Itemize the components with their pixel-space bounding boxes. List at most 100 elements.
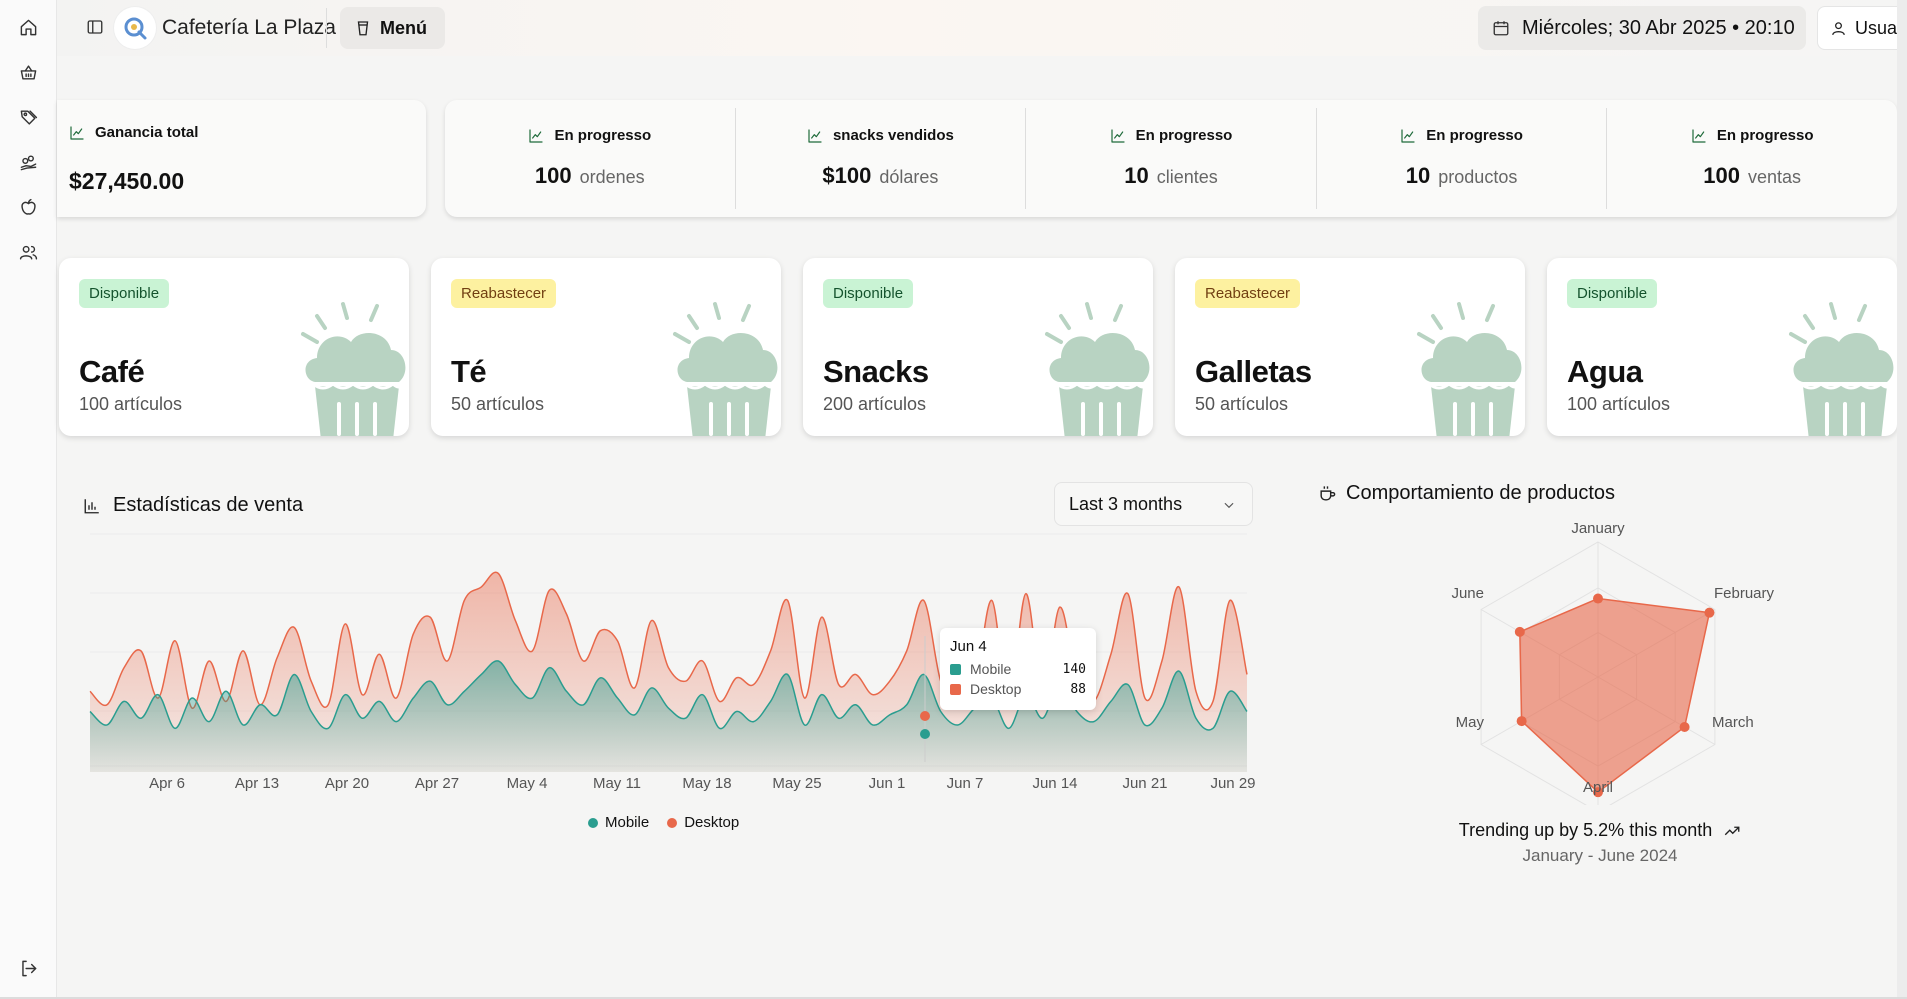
stat-sales: En progresso 100 ventas (1607, 108, 1897, 209)
stat-label: En progresso (1426, 127, 1523, 144)
chart-icon (808, 128, 822, 143)
apple-icon[interactable] (16, 195, 40, 219)
x-tick-label: Apr 20 (325, 775, 369, 792)
status-badge: Disponible (823, 279, 914, 308)
radar-point (1593, 787, 1603, 798)
basket-icon[interactable] (16, 60, 40, 84)
product-count: 200 artículos (823, 394, 927, 414)
product-card-agua[interactable]: Disponible Agua 100 artículos (1547, 258, 1897, 436)
chart-icon (1401, 128, 1415, 143)
product-card-te[interactable]: Reabastecer Té 50 artículos (431, 258, 781, 436)
product-name: Agua (1567, 354, 1643, 389)
product-count: 50 artículos (1195, 394, 1289, 414)
chart-tooltip: Jun 4 Mobile 140 Desktop 88 (940, 628, 1096, 710)
radar-title-text: Comportamiento de productos (1346, 482, 1616, 504)
datetime-display: Miércoles; 30 Abr 2025 • 20:10 (1478, 6, 1806, 50)
status-badge: Disponible (1567, 279, 1658, 308)
product-name: Galletas (1195, 354, 1312, 389)
stat-number: 100 (534, 163, 572, 188)
user-menu-button[interactable]: Usuario 1 (1817, 6, 1907, 50)
legend-item-desktop[interactable]: Desktop (667, 814, 739, 831)
logout-icon[interactable] (16, 956, 40, 980)
hand-coins-icon[interactable] (16, 150, 40, 174)
radar-axis-label: June (1451, 585, 1484, 602)
stat-label: En progresso (554, 127, 652, 144)
total-earnings-label: Ganancia total (95, 124, 199, 141)
status-badge: Disponible (79, 279, 170, 308)
legend-mobile-label: Mobile (605, 814, 650, 831)
x-tick-label: May 4 (507, 775, 548, 792)
window-frame-right (1897, 0, 1907, 999)
stat-unit: dólares (879, 167, 939, 187)
stat-unit: productos (1438, 167, 1518, 187)
product-name: Café (79, 354, 145, 389)
desktop-swatch (950, 683, 961, 695)
tooltip-date: Jun 4 (950, 638, 987, 655)
tooltip-mobile-label: Mobile (970, 661, 1012, 677)
trend-period: January - June 2024 (1522, 846, 1678, 865)
x-tick-label: May 25 (772, 775, 821, 792)
total-earnings-card: Ganancia total $27,450.00 (57, 100, 426, 217)
stat-products: En progresso 10 productos (1317, 108, 1608, 209)
cupcake-icon (1789, 302, 1894, 436)
stat-number: $100 (822, 163, 872, 188)
x-tick-label: Apr 6 (149, 775, 185, 792)
datetime-text: Miércoles; 30 Abr 2025 • 20:10 (1522, 16, 1795, 39)
radar-point (1704, 607, 1715, 618)
x-tick-label: May 11 (593, 775, 641, 792)
product-card-galletas[interactable]: Reabastecer Galletas 50 artículos (1175, 258, 1525, 436)
legend-desktop-label: Desktop (684, 814, 740, 831)
range-select[interactable]: Last 3 months (1054, 482, 1253, 526)
users-icon[interactable] (16, 240, 40, 264)
desktop-hover-point (920, 711, 930, 721)
window-frame-bottom (0, 997, 1907, 999)
panel-toggle-icon[interactable] (84, 16, 106, 38)
stat-orders: En progresso 100 ordenes (445, 108, 736, 209)
header-divider (326, 8, 327, 48)
calendar-icon (1493, 21, 1509, 36)
radar-axis-label: January (1571, 520, 1625, 537)
tags-icon[interactable] (16, 105, 40, 129)
stat-label: snacks vendidos (832, 127, 954, 144)
status-badge: Reabastecer (1195, 279, 1301, 308)
product-count: 50 artículos (451, 394, 545, 414)
coffee-icon (1320, 486, 1336, 501)
mobile-hover-point (920, 729, 930, 739)
chart-legend: Mobile Desktop (588, 814, 739, 831)
app-name: Cafetería La Plaza (162, 16, 336, 39)
legend-item-mobile[interactable]: Mobile (588, 814, 649, 831)
menu-button[interactable]: Menú (340, 7, 445, 49)
chart-icon (70, 125, 84, 140)
x-tick-label: May 18 (682, 775, 731, 792)
product-card-snacks[interactable]: Disponible Snacks 200 artículos (803, 258, 1153, 436)
radar-axis-label: April (1583, 779, 1613, 796)
stat-number: 100 (1703, 163, 1740, 188)
radar-chart-title: Comportamiento de productos (1318, 482, 1615, 505)
home-icon[interactable] (16, 15, 40, 39)
tooltip-desktop-label: Desktop (970, 681, 1022, 697)
product-card-cafe[interactable]: Disponible Café 100 artículos (59, 258, 409, 436)
stat-label: En progresso (1135, 127, 1233, 144)
stat-number: 10 (1405, 163, 1431, 188)
radar-area (1519, 597, 1711, 794)
sidebar (0, 0, 57, 999)
cupcake-icon (1045, 302, 1150, 436)
product-name: Snacks (823, 354, 929, 389)
stat-clients: En progresso 10 clientes (1026, 108, 1317, 209)
bar-chart-icon (84, 498, 99, 513)
stats-group: En progresso 100 ordenes snacks vendidos … (445, 100, 1897, 217)
radar-axis-label: May (1456, 714, 1485, 731)
top-bar: Cafetería La Plaza Menú Miércoles; 30 Ab… (57, 0, 1907, 56)
radar-point (1593, 593, 1603, 604)
chevron-down-icon (1224, 502, 1234, 509)
cupcake-icon (1417, 302, 1522, 436)
stat-unit: ventas (1748, 167, 1802, 187)
x-tick-label: Apr 13 (235, 775, 279, 792)
stat-snacks-sold: snacks vendidos $100 dólares (736, 108, 1027, 209)
x-tick-label: Apr 27 (415, 775, 459, 792)
cup-icon (357, 21, 369, 36)
trend-text: Trending up by 5.2% this month (1300, 820, 1900, 841)
range-select-value: Last 3 months (1069, 493, 1183, 514)
stat-unit: clientes (1156, 167, 1218, 187)
user-icon (1832, 21, 1845, 35)
